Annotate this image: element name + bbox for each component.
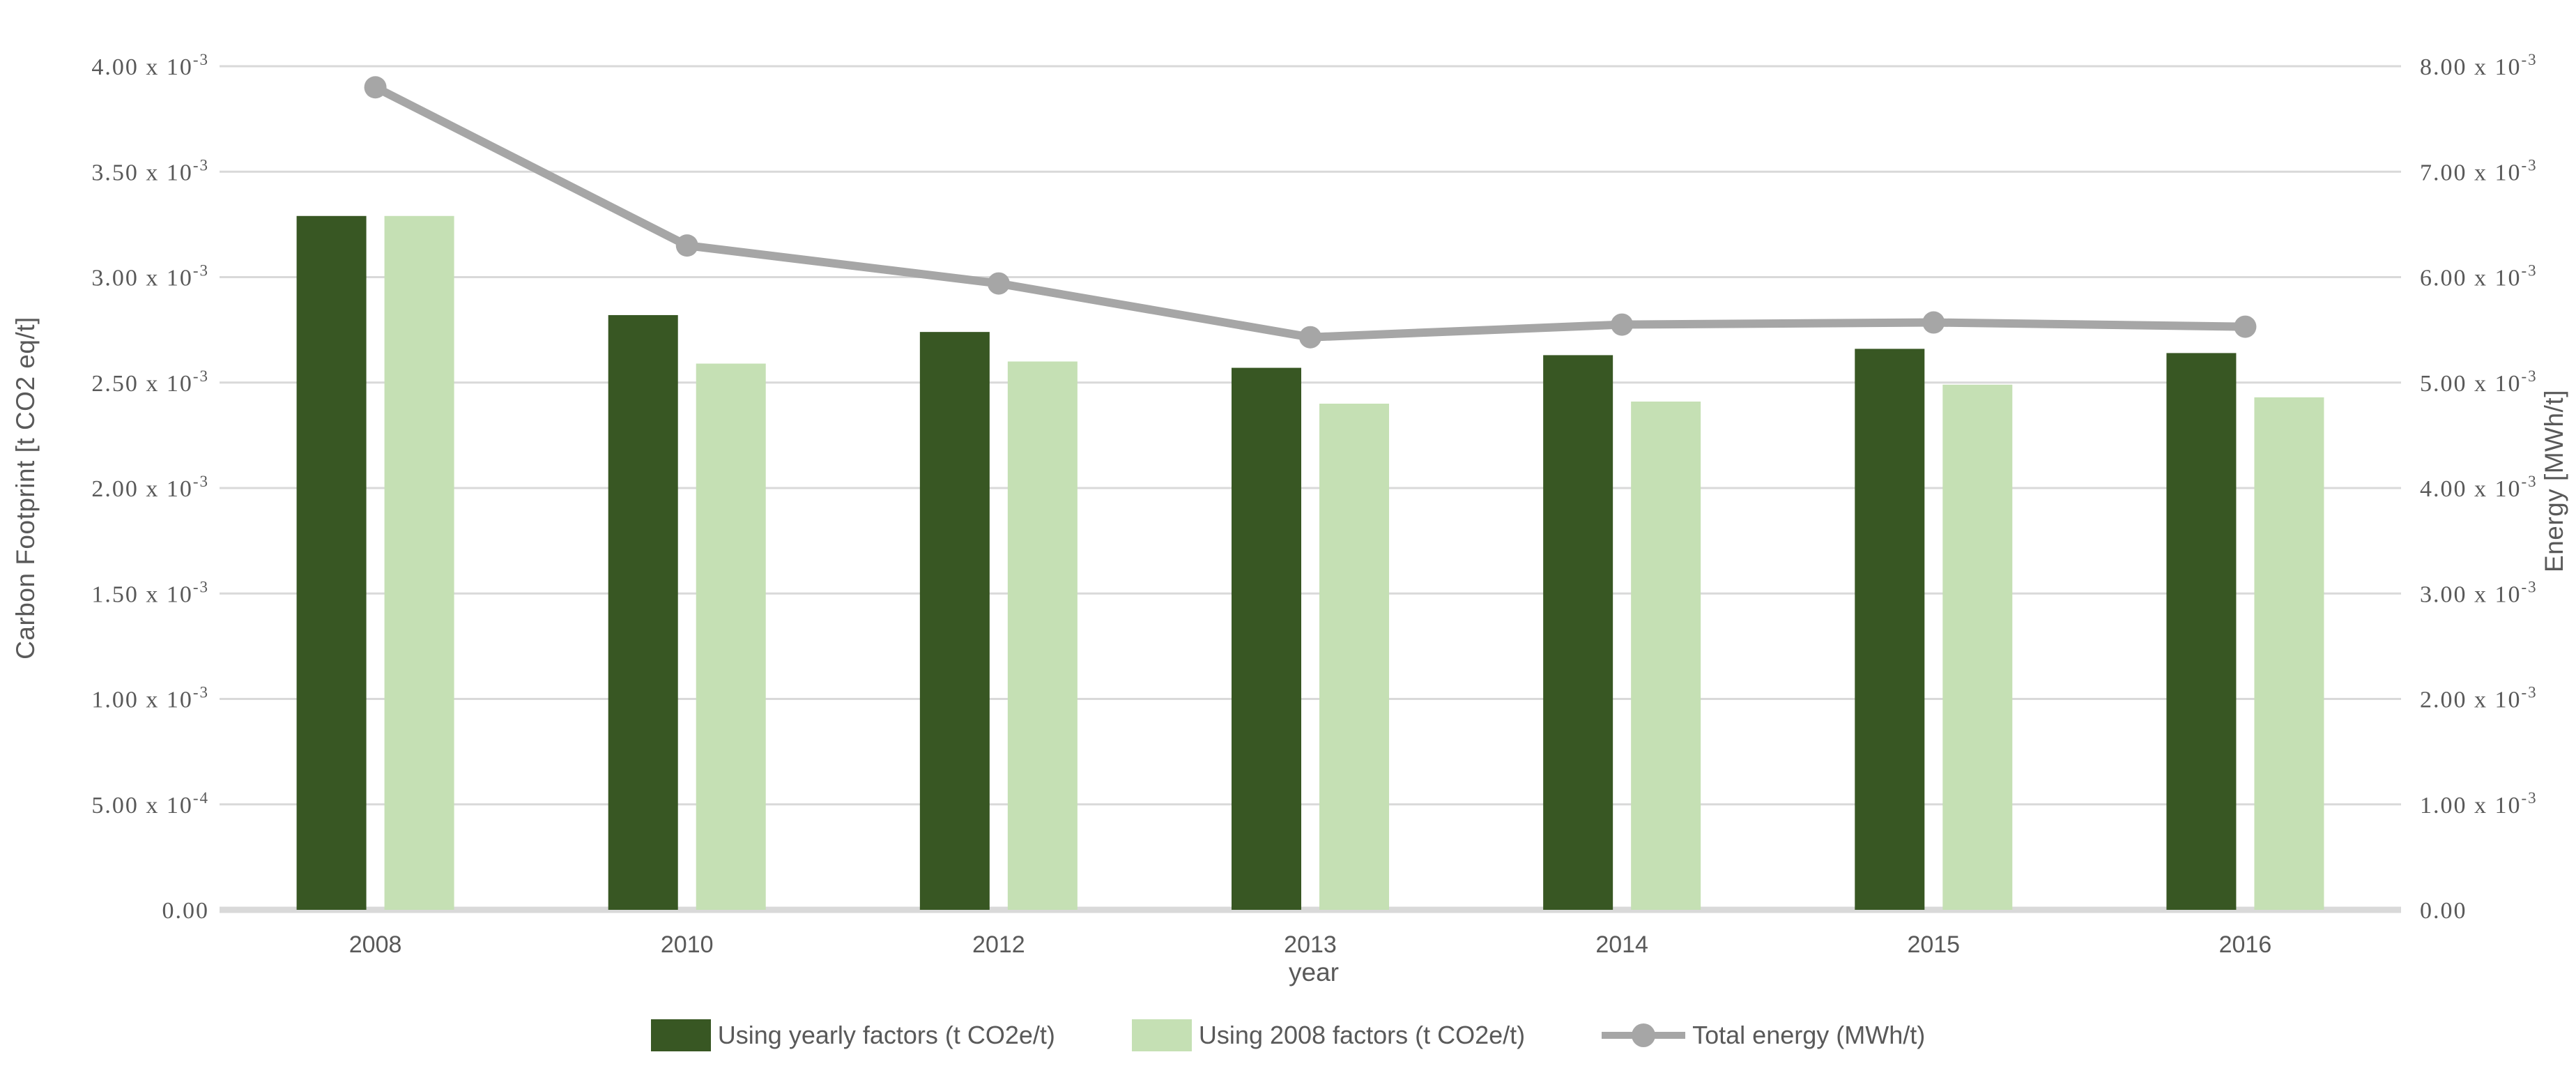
total-energy-line (371, 83, 2250, 342)
right-axis-tick-label: 4.00 x 10-3 (2420, 473, 2538, 502)
x-axis-category-label: 2010 (661, 931, 714, 958)
bar-yearly-factors (919, 332, 990, 910)
bar-2008-factors (1007, 361, 1078, 910)
left-axis-tick-label: 5.00 x 10-4 (91, 789, 209, 818)
bar-yearly-factors (2166, 353, 2237, 910)
right-axis-tick-label: 8.00 x 10-3 (2420, 51, 2538, 80)
bar-2008-factors (1631, 401, 1701, 910)
total-energy-marker (2234, 315, 2257, 338)
x-axis-category-label: 2016 (2219, 931, 2272, 958)
legend-label-2008-factors: Using 2008 factors (t CO2e/t) (1198, 1021, 1526, 1049)
right-axis-tick-label: 6.00 x 10-3 (2420, 262, 2538, 291)
x-axis-category-label: 2014 (1595, 931, 1648, 958)
total-energy-marker (1922, 311, 1945, 334)
bar-yearly-factors (296, 215, 367, 910)
legend-line-marker-icon (1632, 1023, 1656, 1047)
bar-2008-factors (1319, 404, 1389, 910)
bar-2008-factors (1942, 384, 2013, 910)
bar-2008-factors (696, 363, 766, 910)
total-energy-marker (364, 76, 387, 99)
legend: Using yearly factors (t CO2e/t) Using 20… (0, 1019, 2576, 1051)
right-axis-tick-label: 1.00 x 10-3 (2420, 789, 2538, 818)
yearly-factors-swatch (650, 1019, 711, 1051)
left-axis-tick-label: 3.00 x 10-3 (91, 262, 209, 291)
x-axis-category-label: 2008 (349, 931, 402, 958)
left-axis-tick-label: 4.00 x 10-3 (91, 51, 209, 80)
total-energy-marker (1299, 326, 1321, 349)
right-axis-tick-label: 7.00 x 10-3 (2420, 156, 2538, 185)
total-energy-marker (675, 234, 698, 257)
right-axis-tick-label: 5.00 x 10-3 (2420, 367, 2538, 397)
legend-item-yearly-factors: Using yearly factors (t CO2e/t) (650, 1019, 1055, 1051)
x-axis-category-label: 2013 (1284, 931, 1337, 958)
left-axis-tick-label: 1.50 x 10-3 (91, 578, 209, 607)
legend-label-yearly-factors: Using yearly factors (t CO2e/t) (717, 1021, 1055, 1049)
legend-item-2008-factors: Using 2008 factors (t CO2e/t) (1131, 1019, 1526, 1051)
right-axis-tick-label: 2.00 x 10-3 (2420, 684, 2538, 713)
total-energy-line-icon (1602, 1019, 1686, 1051)
legend-item-total-energy: Total energy (MWh/t) (1602, 1019, 1925, 1051)
x-axis-title: year (1289, 958, 1339, 987)
legend-label-total-energy: Total energy (MWh/t) (1692, 1021, 1926, 1049)
bar-2008-factors (384, 215, 454, 910)
right-axis-tick-label: 0.00 (2420, 898, 2467, 924)
right-axis-tick-label: 3.00 x 10-3 (2420, 578, 2538, 607)
bar-2008-factors (2254, 397, 2324, 910)
left-axis-tick-label: 0.00 (162, 898, 210, 924)
left-axis-tick-label: 2.00 x 10-3 (91, 473, 209, 502)
total-energy-marker (987, 272, 1010, 295)
bar-yearly-factors (1543, 355, 1613, 910)
factors-2008-swatch (1131, 1019, 1192, 1051)
x-axis-category-label: 2012 (972, 931, 1025, 958)
bar-yearly-factors (1232, 367, 1301, 910)
bar-yearly-factors (608, 314, 678, 910)
x-axis-category-label: 2015 (1907, 931, 1960, 958)
bar-yearly-factors (1855, 349, 1925, 911)
left-axis-tick-label: 1.00 x 10-3 (91, 684, 209, 713)
left-axis-tick-label: 3.50 x 10-3 (91, 156, 209, 185)
left-axis-tick-label: 2.50 x 10-3 (91, 367, 209, 397)
total-energy-marker (1611, 313, 1634, 336)
